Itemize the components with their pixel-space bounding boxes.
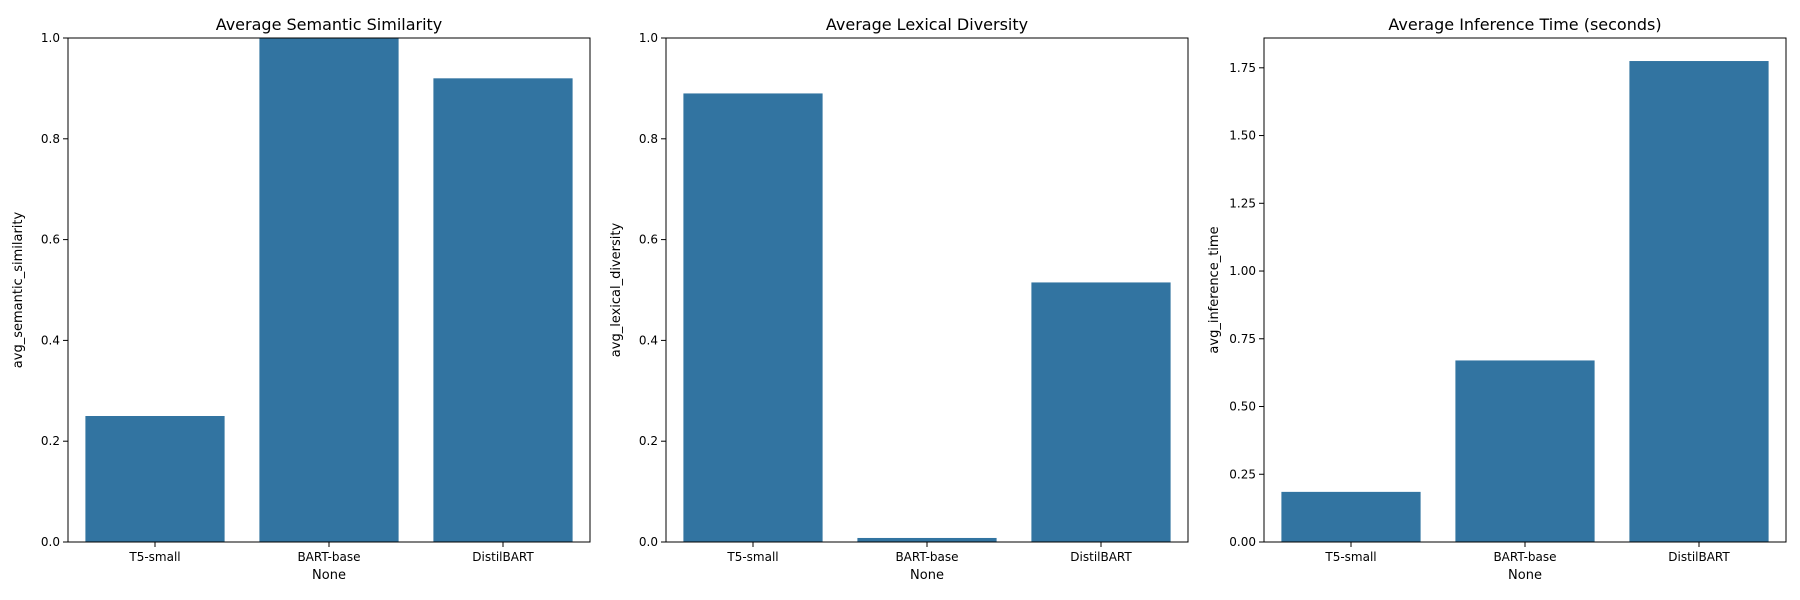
bar-bart-base [1455, 360, 1595, 542]
chart-panel-semantic-similarity: Average Semantic Similarity None avg_sem… [11, 15, 591, 583]
x-tick-label: DistilBART [1070, 550, 1132, 564]
bar-t5-small [1281, 491, 1421, 542]
y-tick-label: 1.75 [1229, 61, 1256, 75]
x-axis-label: None [1508, 568, 1542, 583]
chart-panel-inference-time: Average Inference Time (seconds) None av… [1207, 15, 1787, 583]
bar-distilbart [1629, 61, 1769, 542]
bar-t5-small [85, 416, 225, 542]
x-tick-label: BART-base [1493, 550, 1556, 564]
y-tick-label: 0.50 [1229, 400, 1256, 414]
chart-title: Average Lexical Diversity [826, 15, 1028, 34]
y-tick-label: 1.0 [639, 31, 658, 45]
y-tick-label: 1.25 [1229, 196, 1256, 210]
y-axis-label: avg_semantic_similarity [11, 212, 26, 369]
x-tick-label: DistilBART [1668, 550, 1730, 564]
bar-t5-small [683, 93, 823, 542]
y-tick-label: 0.8 [41, 132, 60, 146]
y-axis-label: avg_inference_time [1207, 226, 1222, 353]
bar-bart-base [259, 38, 399, 542]
chart-title: Average Semantic Similarity [216, 15, 443, 34]
y-tick-label: 0.0 [639, 535, 658, 549]
y-tick-label: 0.2 [639, 434, 658, 448]
y-tick-label: 0.4 [41, 333, 60, 347]
chart-panel-lexical-diversity: Average Lexical Diversity None avg_lexic… [609, 15, 1189, 583]
y-tick-label: 1.00 [1229, 264, 1256, 278]
y-tick-label: 0.6 [41, 233, 60, 247]
bar-distilbart [1031, 282, 1171, 542]
plot-frame [665, 37, 1189, 543]
x-tick-label: T5-small [726, 550, 778, 564]
bar-bart-base [857, 537, 997, 542]
x-tick-label: BART-base [895, 550, 958, 564]
plot-frame [1263, 37, 1787, 543]
x-tick-label: DistilBART [472, 550, 534, 564]
x-tick-label: BART-base [297, 550, 360, 564]
x-tick-label: T5-small [128, 550, 180, 564]
plot-frame [67, 37, 591, 543]
y-tick-label: 0.00 [1229, 535, 1256, 549]
y-tick-label: 1.50 [1229, 129, 1256, 143]
y-tick-label: 0.6 [639, 233, 658, 247]
chart-title: Average Inference Time (seconds) [1388, 15, 1661, 34]
x-axis-label: None [312, 568, 346, 583]
y-tick-label: 0.75 [1229, 332, 1256, 346]
y-tick-label: 0.0 [41, 535, 60, 549]
y-tick-label: 0.25 [1229, 467, 1256, 481]
y-axis-label: avg_lexical_diversity [609, 222, 624, 357]
bar-distilbart [433, 78, 573, 542]
y-tick-label: 0.2 [41, 434, 60, 448]
y-tick-label: 0.4 [639, 333, 658, 347]
y-tick-label: 1.0 [41, 31, 60, 45]
y-tick-label: 0.8 [639, 132, 658, 146]
x-axis-label: None [910, 568, 944, 583]
x-tick-label: T5-small [1324, 550, 1376, 564]
